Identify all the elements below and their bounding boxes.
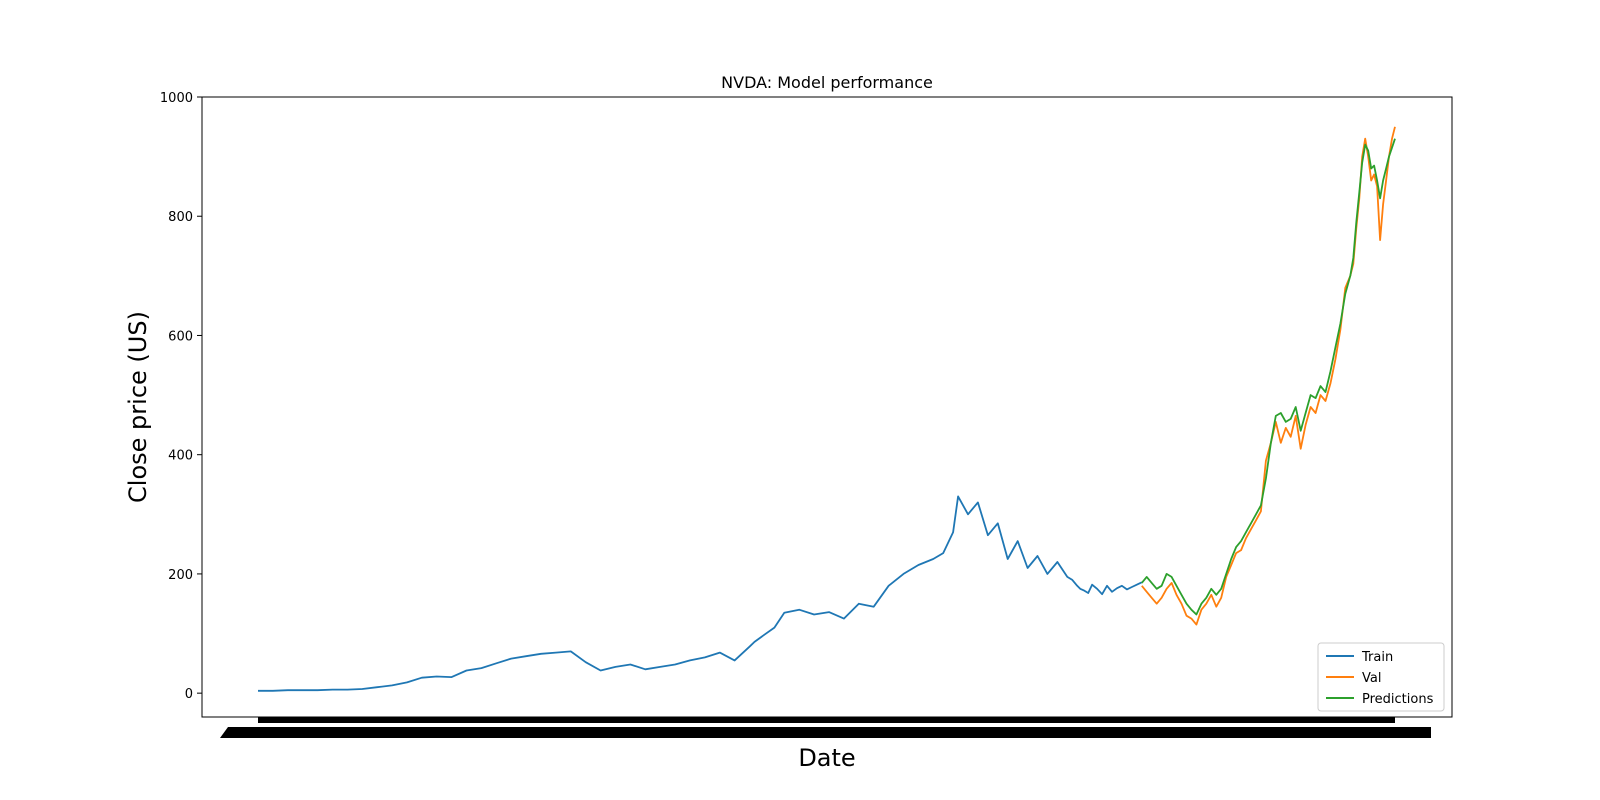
x-axis-ticks	[220, 717, 1431, 738]
y-tick-label: 1000	[160, 91, 193, 106]
y-tick-label: 600	[168, 329, 193, 344]
legend-entries: Train Val Predictions	[1326, 650, 1434, 707]
y-tick-label: 200	[168, 568, 193, 583]
series-layer	[258, 126, 1396, 692]
axes-frame	[201, 96, 1453, 718]
series-line-predictions	[1141, 138, 1396, 616]
y-tick-label: 0	[185, 687, 193, 702]
y-axis-label: Close price (US)	[124, 311, 152, 503]
y-axis-ticks: 0 200 400 600 800 1000	[160, 91, 202, 702]
legend: Train Val Predictions	[1317, 642, 1445, 712]
plot-area: 0 200 400 600 800 1000	[160, 91, 1453, 738]
legend-label-train: Train	[1361, 650, 1393, 665]
x-axis-label: Date	[798, 744, 855, 772]
legend-label-val: Val	[1362, 671, 1381, 686]
y-tick-label: 400	[168, 449, 193, 464]
chart-title: NVDA: Model performance	[721, 73, 933, 92]
y-tick-label: 800	[168, 210, 193, 225]
x-tick-marks-band	[258, 717, 1395, 723]
legend-label-predictions: Predictions	[1362, 692, 1434, 707]
x-tick-labels-overlapped	[220, 727, 1431, 738]
legend-box	[1317, 642, 1445, 712]
series-line-train	[258, 495, 1143, 692]
